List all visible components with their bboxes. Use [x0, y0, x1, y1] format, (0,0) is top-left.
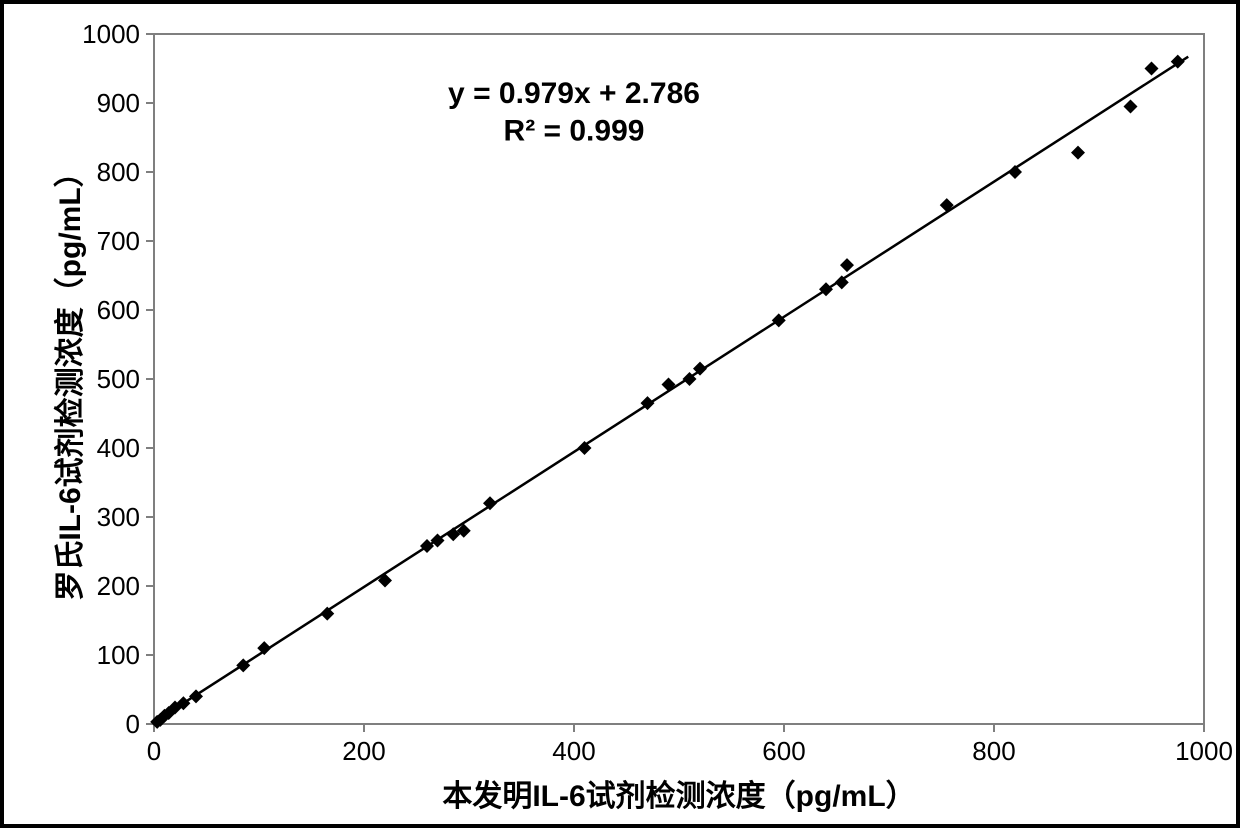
y-tick-label: 400: [97, 433, 140, 463]
y-tick-label: 1000: [82, 19, 140, 49]
x-tick-label: 0: [147, 736, 161, 766]
y-tick-label: 0: [126, 709, 140, 739]
x-tick-label: 400: [552, 736, 595, 766]
y-tick-label: 600: [97, 295, 140, 325]
x-tick-label: 800: [972, 736, 1015, 766]
y-tick-label: 300: [97, 502, 140, 532]
x-tick-label: 1000: [1175, 736, 1233, 766]
y-tick-label: 900: [97, 88, 140, 118]
x-axis-label: 本发明IL-6试剂检测浓度（pg/mL）: [442, 779, 915, 813]
figure-frame: 0 200 400 600 800 1000 本发明IL-6试剂检测浓度（pg/mL） 0 10…: [0, 0, 1240, 828]
x-tick-label: 200: [342, 736, 385, 766]
y-tick-label: 800: [97, 157, 140, 187]
y-tick-label: 200: [97, 571, 140, 601]
regression-equation: y = 0.979x + 2.786: [448, 77, 700, 110]
scatter-chart: 0 200 400 600 800 1000 本发明IL-6试剂检测浓度（pg/mL） 0 10…: [4, 4, 1240, 832]
y-tick-label: 100: [97, 640, 140, 670]
y-tick-label: 500: [97, 364, 140, 394]
y-axis-label: 罗氏IL-6试剂检测浓度（pg/mL）: [53, 157, 87, 600]
x-tick-label: 600: [762, 736, 805, 766]
r-squared: R² = 0.999: [504, 115, 645, 148]
y-tick-label: 700: [97, 226, 140, 256]
